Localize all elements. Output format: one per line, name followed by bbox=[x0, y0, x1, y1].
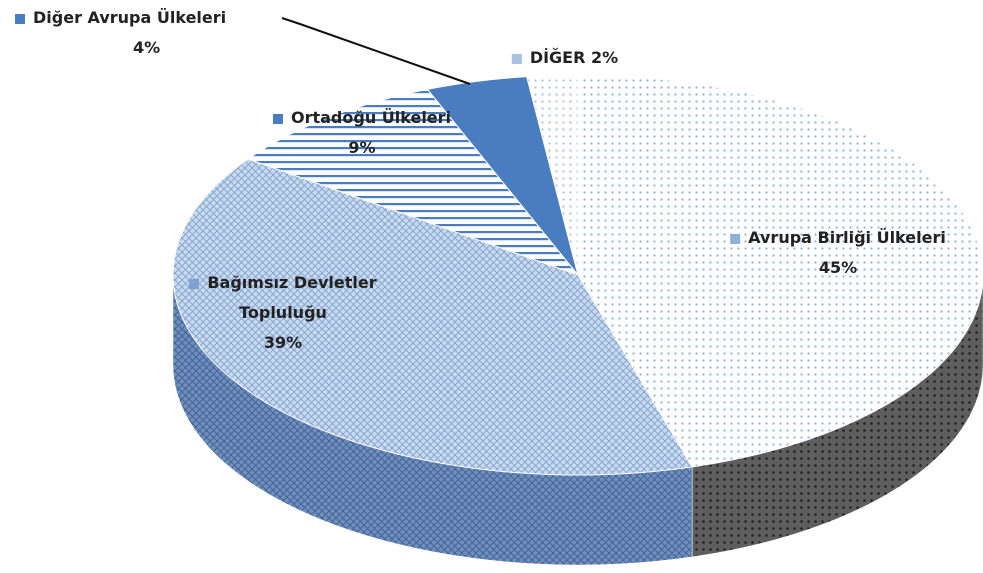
category-name: Avrupa Birliği Ülkeleri bbox=[748, 228, 946, 247]
slice bbox=[172, 158, 693, 476]
category-name: Diğer Avrupa Ülkeleri bbox=[33, 8, 227, 27]
legend-swatch bbox=[15, 13, 25, 24]
slice bbox=[426, 76, 579, 276]
legend-swatch bbox=[511, 53, 522, 64]
category-name: Bağımsız Devletler Topluluğu bbox=[207, 273, 377, 322]
percent-label: 45% bbox=[818, 258, 858, 277]
slice-label: Ortadoğu Ülkeleri 9% bbox=[272, 103, 452, 163]
percent-label: 9% bbox=[348, 138, 376, 157]
slice-label: Bağımsız Devletler Topluluğu 39% bbox=[168, 268, 398, 358]
percent-label: 4% bbox=[133, 38, 161, 57]
slice-label: DİĞER 2% bbox=[511, 43, 619, 73]
percent-label: 39% bbox=[263, 333, 303, 352]
percent-label: 2% bbox=[591, 48, 619, 67]
category-name: Ortadoğu Ülkeleri bbox=[290, 108, 452, 127]
slice bbox=[526, 74, 579, 276]
slice bbox=[246, 88, 580, 277]
legend-swatch bbox=[189, 278, 200, 289]
legend-swatch bbox=[272, 113, 283, 124]
leader-line bbox=[281, 17, 471, 85]
legend-swatch bbox=[730, 233, 741, 244]
category-name: DİĞER bbox=[529, 48, 586, 67]
slice-label: Avrupa Birliği Ülkeleri 45% bbox=[730, 223, 946, 283]
slice bbox=[577, 74, 983, 468]
slice-label: Diğer Avrupa Ülkeleri 4% bbox=[15, 3, 226, 63]
